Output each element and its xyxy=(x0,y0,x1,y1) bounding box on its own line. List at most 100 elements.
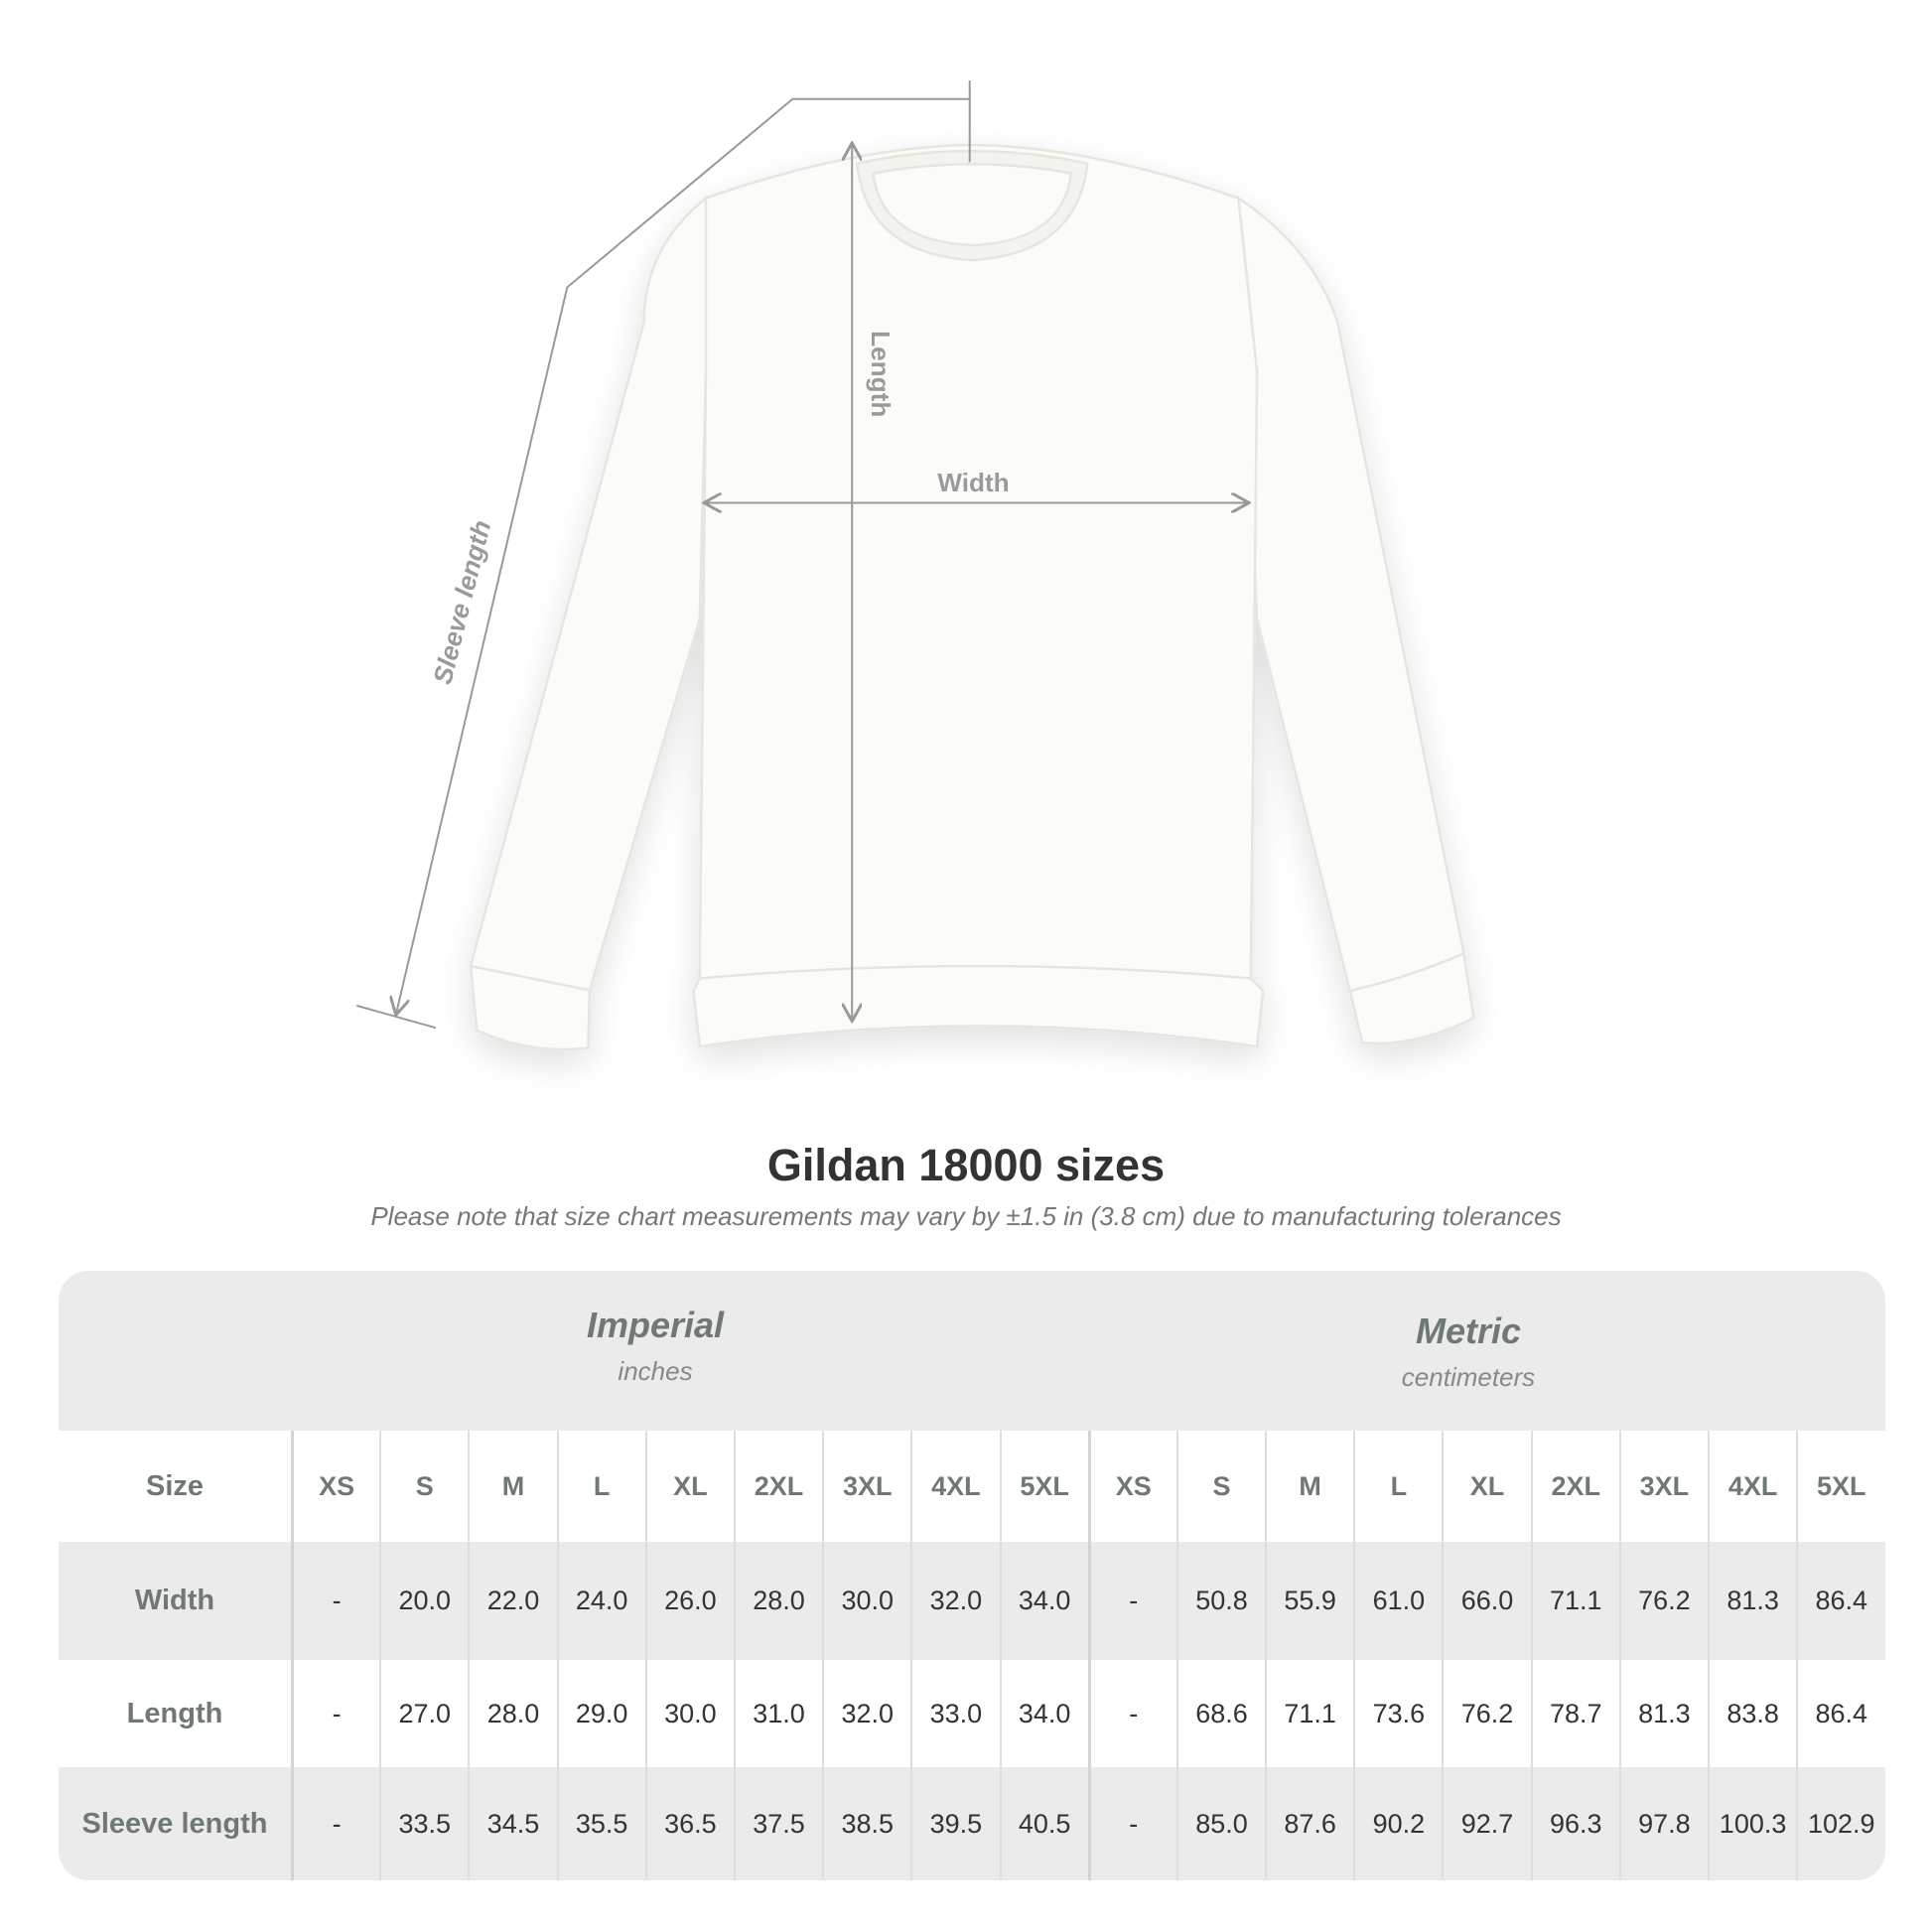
value-cell: 90.2 xyxy=(1353,1767,1442,1880)
metric-title: Metric xyxy=(1415,1311,1522,1351)
value-cell: 39.5 xyxy=(910,1767,999,1880)
value-cell: - xyxy=(1087,1767,1176,1880)
value-cell: 29.0 xyxy=(556,1660,645,1767)
value-cell: 20.0 xyxy=(379,1542,468,1660)
value-cell: 55.9 xyxy=(1265,1542,1353,1660)
size-header-cell: XS xyxy=(1087,1431,1176,1542)
value-cell: - xyxy=(1087,1542,1176,1660)
size-header-cell: XL xyxy=(644,1431,734,1542)
value-cell: 31.0 xyxy=(733,1660,822,1767)
value-cell: 68.6 xyxy=(1175,1660,1265,1767)
value-cell: 81.3 xyxy=(1618,1660,1708,1767)
size-header-cell: S xyxy=(1175,1431,1265,1542)
table-row: Width -20.0 22.0 24.0 26.0 28.0 30.0 32.0 34.0-5… xyxy=(59,1542,1885,1660)
value-cell: 34.0 xyxy=(999,1660,1088,1767)
sleeve-length-label: Sleeve length xyxy=(427,517,496,687)
size-header-cell: 3XL xyxy=(1618,1431,1708,1542)
value-cell: 36.5 xyxy=(644,1767,734,1880)
width-label: Width xyxy=(937,468,1009,497)
value-cell: 97.8 xyxy=(1618,1767,1708,1880)
value-cell: 96.3 xyxy=(1530,1767,1619,1880)
row-label: Length xyxy=(126,1697,223,1729)
imperial-header: Imperial inches xyxy=(308,1305,1003,1387)
sleeve-line xyxy=(396,97,970,1014)
metric-header: Metric centimeters xyxy=(1121,1311,1816,1393)
value-cell: 34.5 xyxy=(468,1767,556,1880)
unit-header: Imperial inches Metric centimeters xyxy=(59,1271,1885,1431)
size-header-cell: L xyxy=(556,1431,645,1542)
value-cell: 71.1 xyxy=(1265,1660,1353,1767)
size-header-cell: L xyxy=(1353,1431,1442,1542)
value-cell: 76.2 xyxy=(1618,1542,1708,1660)
tolerance-note: Please note that size chart measurements… xyxy=(370,1201,1562,1231)
value-cell: 28.0 xyxy=(468,1660,556,1767)
value-cell: 40.5 xyxy=(999,1767,1088,1880)
value-cell: 81.3 xyxy=(1708,1542,1796,1660)
size-header-cell: S xyxy=(379,1431,468,1542)
value-cell: 61.0 xyxy=(1353,1542,1442,1660)
value-cell: - xyxy=(291,1660,379,1767)
value-cell: 50.8 xyxy=(1175,1542,1265,1660)
size-header-cell: 2XL xyxy=(733,1431,822,1542)
size-header-cell: 4XL xyxy=(910,1431,999,1542)
value-cell: 33.5 xyxy=(379,1767,468,1880)
table-row: Sleeve length -33.5 34.5 35.5 36.5 37.5 38.5 39… xyxy=(59,1767,1885,1880)
right-sleeve xyxy=(1237,196,1475,1045)
value-cell: 85.0 xyxy=(1175,1767,1265,1880)
sweatshirt-image xyxy=(469,143,1475,1051)
value-cell: 30.0 xyxy=(822,1542,910,1660)
size-header-cell: XS xyxy=(291,1431,379,1542)
value-cell: 22.0 xyxy=(468,1542,556,1660)
left-sleeve xyxy=(469,195,708,1051)
value-cell: 87.6 xyxy=(1265,1767,1353,1880)
measurement-lines xyxy=(355,80,1247,1030)
page-title: Gildan 18000 sizes xyxy=(766,1140,1166,1190)
value-cell: 30.0 xyxy=(644,1660,734,1767)
value-cell: 73.6 xyxy=(1353,1660,1442,1767)
size-table: Imperial inches Metric centimeters Size … xyxy=(59,1271,1885,1880)
value-cell: 35.5 xyxy=(556,1767,645,1880)
value-cell: 33.0 xyxy=(910,1660,999,1767)
size-header-cell: M xyxy=(1265,1431,1353,1542)
value-cell: 27.0 xyxy=(379,1660,468,1767)
value-cell: 26.0 xyxy=(644,1542,734,1660)
size-header-cell: M xyxy=(468,1431,556,1542)
metric-unit: centimeters xyxy=(1401,1362,1536,1392)
size-header-cell: 5XL xyxy=(999,1431,1088,1542)
row-label: Sleeve length xyxy=(81,1807,268,1840)
value-cell: 76.2 xyxy=(1442,1660,1530,1767)
value-cell: 92.7 xyxy=(1442,1767,1530,1880)
imperial-unit: inches xyxy=(618,1356,693,1386)
value-cell: 78.7 xyxy=(1530,1660,1619,1767)
size-header-cell: 3XL xyxy=(822,1431,910,1542)
length-label: Length xyxy=(866,331,896,417)
sweatshirt-diagram: Length Width Sleeve length xyxy=(355,80,1475,1051)
size-row: Size XS S M L XL 2XL 3XL 4XL 5XL XS S M L XL 2XL 3XL 4XL… xyxy=(59,1431,1885,1542)
value-cell: 83.8 xyxy=(1708,1660,1796,1767)
value-cell: 66.0 xyxy=(1442,1542,1530,1660)
value-cell: 38.5 xyxy=(822,1767,910,1880)
value-cell: 32.0 xyxy=(822,1660,910,1767)
size-header-cell: 2XL xyxy=(1530,1431,1619,1542)
table-row: Length -27.0 28.0 29.0 30.0 31.0 32.0 33.0 34.0-… xyxy=(59,1660,1885,1767)
value-cell: - xyxy=(291,1767,379,1880)
row-label: Width xyxy=(134,1585,215,1616)
value-cell: - xyxy=(291,1542,379,1660)
value-cell: 24.0 xyxy=(556,1542,645,1660)
size-header-cell: 4XL xyxy=(1708,1431,1796,1542)
value-cell: 34.0 xyxy=(999,1542,1088,1660)
value-cell: 86.4 xyxy=(1796,1542,1884,1660)
size-header-cell: 5XL xyxy=(1796,1431,1884,1542)
value-cell: 71.1 xyxy=(1530,1542,1619,1660)
value-cell: - xyxy=(1087,1660,1176,1767)
value-cell: 28.0 xyxy=(733,1542,822,1660)
value-cell: 37.5 xyxy=(733,1767,822,1880)
value-cell: 32.0 xyxy=(910,1542,999,1660)
body xyxy=(692,143,1265,1048)
size-label: Size xyxy=(145,1469,205,1502)
imperial-title: Imperial xyxy=(586,1305,725,1345)
value-cell: 100.3 xyxy=(1708,1767,1796,1880)
value-cell: 102.9 xyxy=(1796,1767,1884,1880)
size-header-cell: XL xyxy=(1442,1431,1530,1542)
value-cell: 86.4 xyxy=(1796,1660,1884,1767)
